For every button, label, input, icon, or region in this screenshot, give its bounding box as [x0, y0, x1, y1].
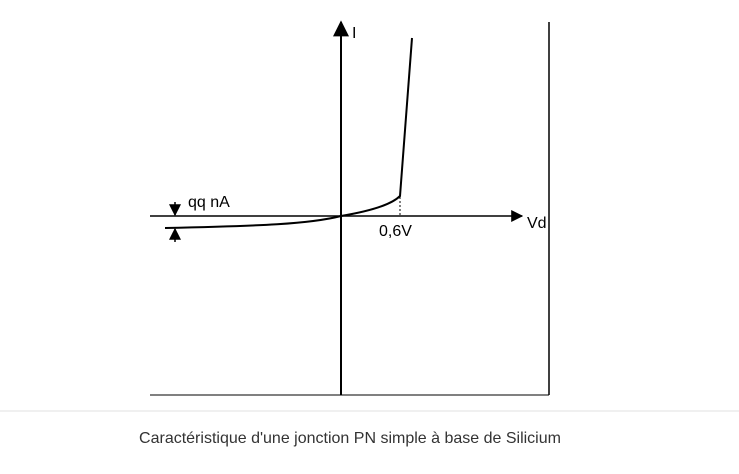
x-axis-label: Vd — [527, 215, 547, 232]
caption: Caractéristique d'une jonction PN simple… — [139, 430, 561, 447]
diagram — [150, 20, 550, 396]
reverse-current-label: qq nA — [188, 194, 230, 211]
threshold-label: 0,6V — [379, 223, 412, 240]
forward-curve — [340, 37, 413, 217]
y-axis-label: I — [352, 25, 356, 42]
reverse-curve — [164, 215, 342, 229]
